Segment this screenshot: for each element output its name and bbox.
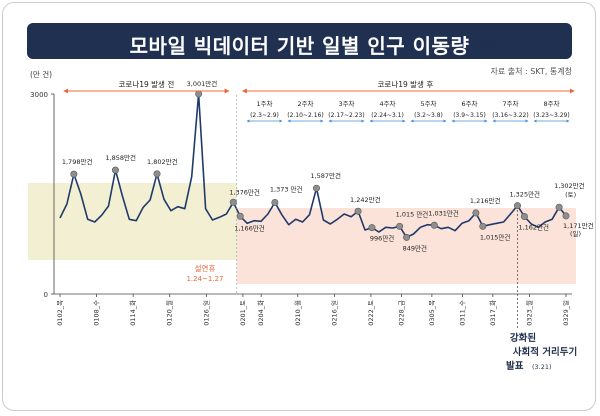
- data-point-marker: [513, 202, 521, 210]
- week-label: 8주차: [543, 99, 559, 108]
- data-point-marker: [354, 207, 362, 215]
- x-tick-label: 0323_월: [524, 300, 533, 326]
- week-range: (2.3~2.9): [250, 112, 279, 119]
- data-label: 1,216만건: [470, 196, 501, 205]
- x-tick-label: 0102_목: [56, 300, 64, 326]
- data-point-marker: [368, 224, 376, 232]
- x-tick-label: 0114_화: [129, 300, 137, 326]
- week-label: 1주차: [256, 99, 272, 108]
- data-label: 1,798만건: [62, 157, 93, 166]
- data-label: 1,031만건: [428, 208, 459, 217]
- data-label: 1,242만건: [350, 195, 381, 204]
- data-point-marker: [229, 198, 237, 206]
- x-tick-label: 0228_금: [397, 300, 405, 326]
- policy-date: (3.21): [532, 363, 552, 371]
- x-tick-label: 0108_수: [93, 300, 101, 326]
- week-label: 5주차: [420, 99, 436, 108]
- before-period-label: 코로나19 발생 전: [119, 79, 175, 89]
- x-tick-label: 0305_목: [428, 300, 436, 326]
- week-label: 7주차: [502, 99, 518, 108]
- week-range: (2.24~3.1): [371, 112, 404, 119]
- data-point-marker: [236, 212, 244, 220]
- week-label: 6주차: [461, 99, 477, 108]
- week-range: (3.9~3.15): [453, 112, 486, 119]
- data-label: 1,015만건: [480, 232, 511, 241]
- data-point-marker: [195, 90, 203, 98]
- data-label: 1,802만건: [147, 157, 178, 166]
- data-label: 1,587만건: [310, 171, 341, 180]
- data-label: 1,171만건: [563, 221, 594, 230]
- data-label: 849만건: [403, 243, 427, 252]
- data-point-marker: [403, 233, 411, 241]
- data-label: 1,166만건: [234, 223, 265, 232]
- data-label: 1,373 만건: [270, 184, 303, 193]
- x-tick-label: 0311_수: [458, 300, 466, 326]
- data-point-marker: [562, 212, 570, 220]
- data-label: 1,162만건: [518, 223, 549, 232]
- policy-text-2: 사회적 거리두기: [513, 346, 578, 358]
- title-unit: 건수: [480, 41, 497, 51]
- data-label: 996만건: [370, 234, 394, 243]
- data-label: 3,001만건: [187, 79, 218, 88]
- data-point-marker: [312, 184, 320, 192]
- week-range: (2.10~2.16): [287, 112, 323, 119]
- data-label-day: (토): [565, 191, 576, 199]
- x-tick-label: 0204_화: [257, 300, 265, 326]
- x-tick-label: 0120_월: [165, 300, 174, 326]
- week-range: (3.2~3.8): [414, 112, 443, 119]
- x-tick-label: 0216_일: [329, 300, 338, 326]
- data-label: 1,015 만건: [396, 209, 429, 218]
- data-point-marker: [555, 203, 563, 211]
- before-period-band: [28, 183, 237, 260]
- data-point-marker: [396, 222, 404, 230]
- data-label: 1,376만건: [229, 187, 260, 196]
- x-tick-label: 0317_화: [489, 300, 497, 326]
- data-point-marker: [520, 213, 528, 221]
- data-point-marker: [430, 221, 438, 229]
- data-point-marker: [153, 170, 161, 178]
- data-label: 1,302만건: [554, 181, 585, 190]
- y-tick-label: 3000: [30, 91, 48, 99]
- x-tick-label: 0222_토: [367, 300, 375, 326]
- data-point-marker: [479, 222, 487, 230]
- data-label-day: (일): [570, 229, 581, 238]
- y-axis-label: (만 건): [30, 69, 52, 79]
- data-label: 1,858만건: [105, 153, 136, 162]
- source-text: 자료 출처 : SKT, 통계청: [490, 66, 572, 76]
- data-label: 1,325만건: [509, 190, 540, 199]
- x-tick-label: 0126_일: [201, 300, 210, 326]
- week-range: (3.16~3.22): [492, 112, 528, 119]
- data-point-marker: [271, 198, 279, 206]
- holiday-dates: 1.24~1.27: [186, 275, 223, 283]
- week-range: (2.17~2.23): [328, 112, 364, 119]
- week-label: 3주차: [338, 99, 354, 108]
- x-tick-label: 0210_월: [293, 300, 302, 326]
- data-point-marker: [111, 166, 119, 174]
- data-point-marker: [70, 170, 78, 178]
- title-bar: 모바일 빅데이터 기반 일별 인구 이동량: [27, 23, 572, 59]
- policy-text-3: 발표: [506, 360, 524, 372]
- x-tick-label: 0329_일: [561, 300, 570, 326]
- week-range: (3.23~3.29): [533, 112, 569, 119]
- week-label: 2주차: [297, 99, 313, 108]
- after-period-label: 코로나19 발생 후: [378, 79, 434, 89]
- week-label: 4주차: [379, 99, 395, 108]
- x-tick-label: 0201_토: [239, 300, 247, 326]
- y-tick-label: 0: [44, 291, 48, 299]
- holiday-label: 설연휴: [195, 264, 216, 273]
- data-point-marker: [472, 209, 480, 217]
- policy-text-1: 강화된: [510, 332, 536, 344]
- chart-title: 모바일 빅데이터 기반 일별 인구 이동량: [129, 34, 470, 58]
